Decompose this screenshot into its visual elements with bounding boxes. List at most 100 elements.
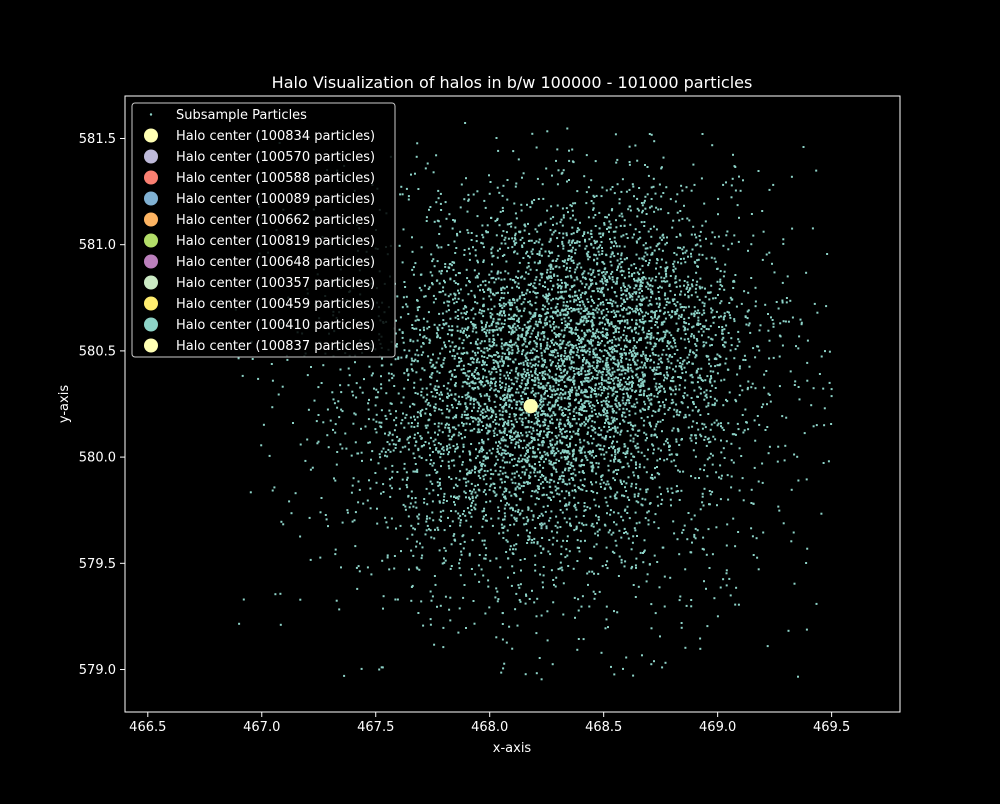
particle-point (676, 413, 679, 416)
particle-point (400, 185, 403, 188)
particle-point (496, 256, 499, 259)
particle-point (528, 376, 531, 379)
particle-point (523, 558, 526, 560)
particle-point (505, 404, 508, 406)
particle-point (600, 312, 603, 315)
particle-point (618, 373, 621, 376)
particle-point (600, 400, 603, 403)
particle-point (413, 381, 416, 384)
particle-point (656, 495, 659, 498)
particle-point (592, 194, 595, 197)
particle-point (515, 421, 518, 423)
particle-point (691, 381, 694, 384)
particle-point (498, 390, 500, 393)
particle-point (705, 393, 708, 396)
particle-point (531, 316, 534, 319)
particle-point (485, 427, 488, 430)
particle-point (650, 205, 653, 208)
particle-point (722, 244, 725, 247)
particle-point (612, 511, 615, 514)
particle-point (608, 322, 611, 325)
particle-point (368, 365, 371, 368)
particle-point (585, 351, 588, 354)
particle-point (617, 363, 620, 366)
particle-point (505, 260, 508, 263)
particle-point (624, 300, 627, 303)
particle-point (481, 359, 484, 362)
particle-point (658, 315, 661, 318)
particle-point (608, 275, 611, 278)
particle-point (583, 390, 586, 393)
particle-point (507, 419, 510, 422)
particle-point (611, 346, 614, 348)
particle-point (556, 492, 559, 495)
particle-point (586, 506, 589, 509)
particle-point (458, 292, 461, 295)
particle-point (646, 358, 649, 360)
particle-point (374, 428, 377, 431)
particle-point (566, 372, 568, 375)
particle-point (497, 270, 500, 273)
particle-point (675, 285, 678, 288)
particle-point (645, 213, 648, 215)
particle-point (628, 275, 631, 278)
particle-point (517, 482, 520, 485)
particle-point (597, 341, 600, 344)
particle-point (568, 393, 571, 396)
particle-point (624, 381, 627, 384)
particle-point (598, 316, 601, 319)
particle-point (592, 290, 595, 293)
particle-point (553, 480, 556, 483)
particle-point (629, 311, 631, 314)
particle-point (558, 408, 561, 411)
particle-point (371, 450, 374, 453)
particle-point (583, 402, 586, 404)
particle-point (518, 460, 521, 463)
particle-point (580, 369, 583, 372)
particle-point (502, 362, 505, 365)
particle-point (554, 341, 557, 344)
particle-point (560, 346, 563, 349)
particle-point (563, 397, 566, 400)
particle-point (406, 438, 409, 441)
particle-point (490, 252, 493, 255)
particle-point (716, 424, 719, 427)
particle-point (654, 313, 657, 316)
particle-point (482, 425, 485, 427)
particle-point (534, 370, 537, 372)
particle-point (416, 432, 419, 435)
particle-point (483, 291, 486, 293)
particle-point (527, 481, 529, 484)
particle-point (564, 458, 567, 461)
particle-point (541, 444, 544, 447)
particle-point (619, 378, 622, 381)
particle-point (582, 319, 585, 322)
particle-point (517, 319, 520, 322)
particle-point (495, 344, 498, 347)
particle-point (624, 353, 627, 356)
particle-point (539, 407, 542, 410)
particle-point (653, 225, 655, 228)
particle-point (533, 422, 536, 425)
particle-point (574, 503, 577, 506)
particle-point (586, 572, 589, 575)
particle-point (483, 557, 486, 560)
particle-point (649, 333, 651, 336)
particle-point (622, 480, 625, 483)
particle-point (663, 306, 666, 309)
particle-point (597, 402, 599, 404)
particle-point (472, 358, 475, 361)
particle-point (646, 253, 649, 256)
particle-point (463, 490, 466, 493)
particle-point (439, 443, 442, 446)
particle-point (458, 455, 461, 458)
particle-point (630, 274, 633, 277)
particle-point (559, 430, 562, 433)
particle-point (647, 510, 650, 513)
particle-point (562, 478, 565, 481)
particle-point (584, 373, 587, 376)
particle-point (603, 379, 606, 382)
particle-point (610, 533, 613, 536)
particle-point (660, 449, 662, 452)
particle-point (523, 298, 526, 301)
